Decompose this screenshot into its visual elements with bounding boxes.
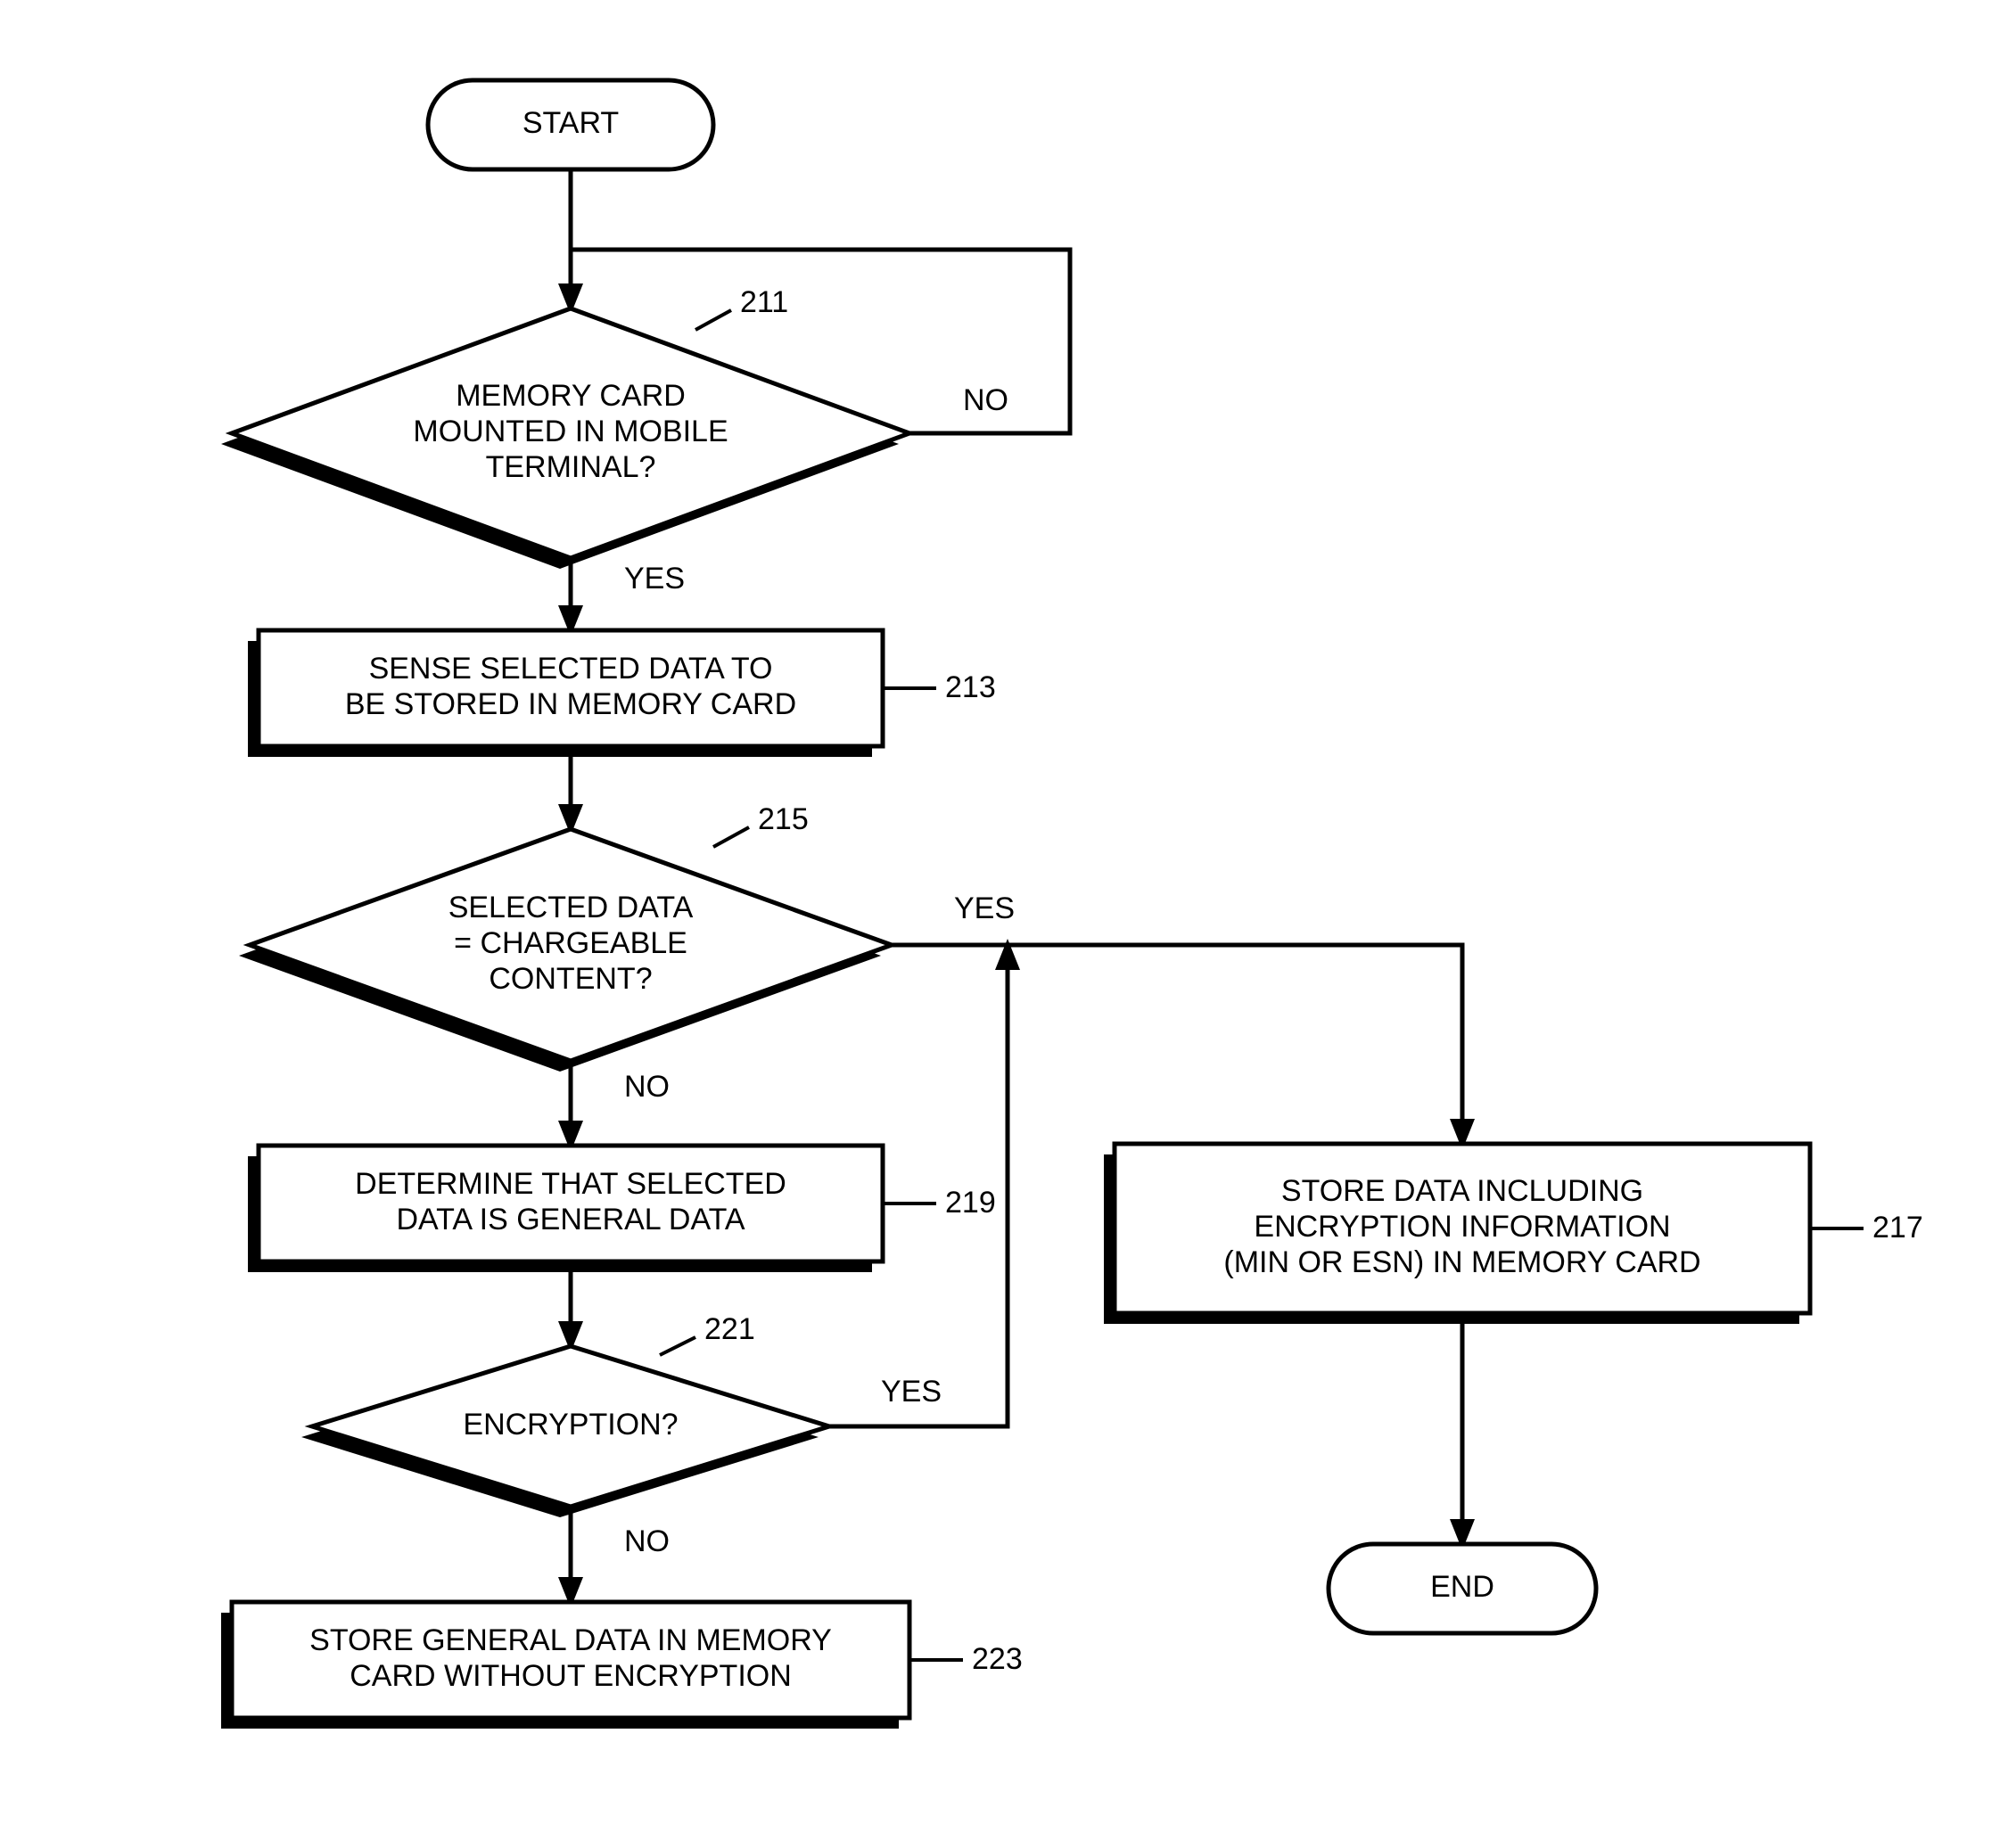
- ref-leader: [695, 310, 731, 330]
- node-text-line: CARD WITHOUT ENCRYPTION: [350, 1659, 792, 1693]
- edge-label: YES: [881, 1375, 942, 1409]
- edge-label: NO: [624, 1070, 670, 1104]
- edge-label: YES: [624, 562, 685, 596]
- node-text-line: = CHARGEABLE: [454, 926, 687, 960]
- node-text-line: SENSE SELECTED DATA TO: [369, 652, 773, 686]
- node-text-line: BE STORED IN MEMORY CARD: [345, 687, 796, 721]
- node-text-line: END: [1430, 1570, 1494, 1604]
- flow-edge: [892, 945, 1462, 1144]
- ref-number: 215: [758, 802, 809, 836]
- node-text-line: SELECTED DATA: [448, 891, 694, 924]
- ref-leader: [713, 827, 749, 847]
- node-text-line: DATA IS GENERAL DATA: [396, 1203, 745, 1236]
- node-text-line: (MIN OR ESN) IN MEMORY CARD: [1223, 1245, 1700, 1279]
- node-text-line: ENCRYPTION INFORMATION: [1254, 1210, 1670, 1244]
- ref-number: 221: [704, 1312, 755, 1346]
- node-text-line: DETERMINE THAT SELECTED: [355, 1167, 786, 1201]
- ref-number: 223: [972, 1642, 1023, 1676]
- node-text-line: ENCRYPTION?: [463, 1408, 678, 1442]
- node-text-line: MEMORY CARD: [456, 379, 686, 413]
- node-text-line: CONTENT?: [489, 962, 652, 996]
- node-text-line: MOUNTED IN MOBILE: [413, 415, 728, 448]
- node-text-line: STORE DATA INCLUDING: [1281, 1174, 1643, 1208]
- edge-label: NO: [963, 383, 1008, 417]
- node-text-line: START: [523, 106, 619, 140]
- labels-layer: YES NO NO YES NO YES 211 213 215 219 221 223 217: [624, 285, 1923, 1676]
- edge-label: NO: [624, 1524, 670, 1558]
- ref-leader: [660, 1337, 695, 1355]
- node-text-line: STORE GENERAL DATA IN MEMORY: [309, 1623, 832, 1657]
- ref-number: 217: [1872, 1211, 1923, 1245]
- ref-number: 213: [945, 670, 996, 704]
- node-text-line: TERMINAL?: [486, 450, 656, 484]
- ref-number: 219: [945, 1186, 996, 1220]
- ref-number: 211: [740, 285, 788, 319]
- edge-label: YES: [954, 891, 1015, 925]
